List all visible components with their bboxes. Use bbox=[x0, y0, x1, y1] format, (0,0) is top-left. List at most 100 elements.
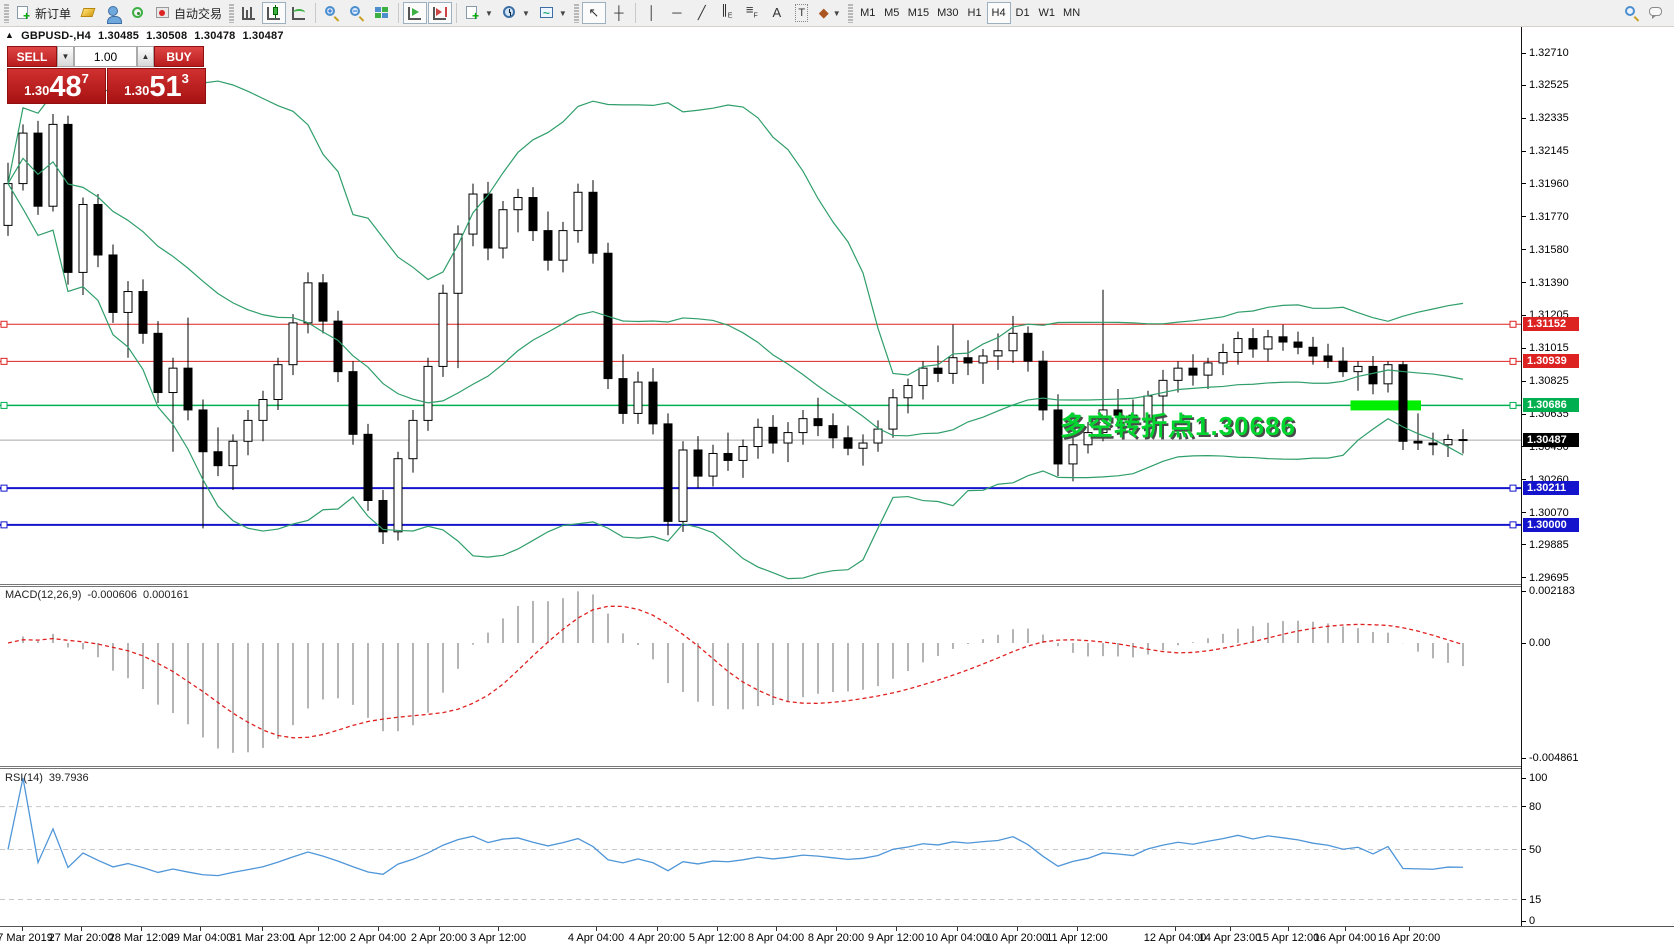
time-label: 28 Mar 12:00 bbox=[108, 932, 174, 944]
horizontal-line-button[interactable]: ─ bbox=[665, 2, 689, 24]
toolbar-grip bbox=[4, 3, 9, 23]
sell-price-big: 48 bbox=[49, 71, 82, 103]
arrows-button[interactable]: ◆ ▼ bbox=[818, 5, 841, 20]
pivot-annotation-text: 多空转折点1.30686 bbox=[1060, 411, 1296, 441]
timeframe-button-h4[interactable]: H4 bbox=[986, 2, 1011, 24]
time-label: 4 Apr 20:00 bbox=[628, 932, 686, 944]
price-axis[interactable]: 1.32710 1.32525 1.32335 1.32145 1.31960 1.317… bbox=[1521, 27, 1674, 927]
rsi-axis-label: 15 bbox=[1522, 894, 1541, 906]
rsi-pane[interactable] bbox=[0, 769, 1521, 924]
symbol-info-bar: ▲ GBPUSD-,H4 1.30485 1.30508 1.30478 1.3… bbox=[5, 30, 284, 42]
fibonacci-button[interactable]: ≡F bbox=[740, 2, 764, 24]
time-tick bbox=[957, 927, 958, 931]
new-order-button[interactable]: + 新订单 bbox=[12, 2, 75, 24]
bar-chart-icon bbox=[241, 5, 257, 21]
chat-icon[interactable] bbox=[1648, 5, 1664, 21]
sell-button[interactable]: SELL bbox=[7, 46, 57, 67]
new-order-icon: + bbox=[16, 5, 32, 22]
timeframe-button-w1[interactable]: W1 bbox=[1038, 7, 1056, 19]
text-label-button[interactable]: T bbox=[790, 2, 814, 24]
symbol-period-label: GBPUSD-,H4 bbox=[21, 30, 91, 42]
price-badge: 1.30939 bbox=[1523, 354, 1579, 369]
time-tick bbox=[1345, 927, 1346, 931]
sell-price-button[interactable]: 1.30 48 7 bbox=[7, 68, 106, 104]
indicators-button[interactable]: + ▼ bbox=[461, 2, 497, 24]
price-tick: 1.31580 bbox=[1522, 244, 1569, 256]
toolbar: + 新订单 自动交易 + − +▼ ▼ ▼ ↖ ┼ │ ─ ╱ ∥E ≡F A … bbox=[0, 0, 1674, 27]
autotrading-icon bbox=[155, 5, 171, 21]
news-button[interactable] bbox=[126, 2, 150, 24]
chart-window[interactable]: ▲ GBPUSD-,H4 1.30485 1.30508 1.30478 1.3… bbox=[0, 27, 1674, 948]
price-tick: 1.31390 bbox=[1522, 277, 1569, 289]
time-tick bbox=[1077, 927, 1078, 931]
bar-chart-button[interactable] bbox=[237, 2, 261, 24]
rsi-label: RSI(14) 39.7936 bbox=[5, 772, 89, 784]
line-chart-button[interactable] bbox=[287, 2, 311, 24]
time-tick bbox=[22, 927, 23, 931]
collapse-panel-icon[interactable]: ▲ bbox=[5, 30, 15, 40]
chart-shift-button[interactable] bbox=[428, 2, 453, 24]
indicators-icon: + bbox=[465, 5, 481, 22]
vertical-line-button[interactable]: │ bbox=[640, 2, 664, 24]
timeframe-button-m30[interactable]: M30 bbox=[937, 7, 959, 19]
time-label: 2 Apr 20:00 bbox=[410, 932, 468, 944]
pane-divider[interactable] bbox=[0, 584, 1521, 587]
tile-windows-button[interactable] bbox=[370, 2, 394, 24]
periods-button[interactable]: ▼ bbox=[498, 2, 534, 24]
arrows-icon: ◆ bbox=[818, 5, 829, 20]
community-button[interactable] bbox=[101, 2, 125, 24]
timeframe-button-h1[interactable]: H1 bbox=[967, 7, 982, 19]
toolbar-grip bbox=[573, 3, 579, 23]
price-tick: 1.32710 bbox=[1522, 47, 1569, 59]
ohlc-low: 1.30478 bbox=[194, 30, 236, 42]
zoom-out-button[interactable]: − bbox=[345, 2, 369, 24]
cursor-button[interactable]: ↖ bbox=[581, 2, 606, 24]
price-tick: 1.32145 bbox=[1522, 145, 1569, 157]
autotrading-label: 自动交易 bbox=[174, 6, 223, 21]
channel-button[interactable]: ∥E bbox=[715, 2, 739, 24]
trendline-button[interactable]: ╱ bbox=[690, 2, 714, 24]
buy-button[interactable]: BUY bbox=[154, 46, 204, 67]
pane-divider[interactable] bbox=[0, 766, 1521, 769]
rsi-axis-label: 50 bbox=[1522, 844, 1541, 856]
timeframe-button-m1[interactable]: M1 bbox=[860, 7, 876, 19]
zoom-in-button[interactable]: + bbox=[320, 2, 344, 24]
macd-label: MACD(12,26,9) -0.000606 0.000161 bbox=[5, 589, 189, 601]
price-tick: 1.31770 bbox=[1522, 211, 1569, 223]
vertical-line-icon: │ bbox=[647, 5, 656, 20]
templates-button[interactable]: ▼ bbox=[535, 2, 571, 24]
buy-price-button[interactable]: 1.30 51 3 bbox=[107, 68, 206, 104]
time-tick bbox=[1017, 927, 1018, 931]
text-icon: A bbox=[772, 5, 782, 20]
time-tick bbox=[262, 927, 263, 931]
ohlc-close: 1.30487 bbox=[242, 30, 284, 42]
time-label: 31 Mar 23:00 bbox=[229, 932, 295, 944]
timeframe-button-m5[interactable]: M5 bbox=[884, 7, 900, 19]
volume-decrease-button[interactable]: ▼ bbox=[57, 46, 74, 67]
candlestick-chart-button[interactable] bbox=[262, 2, 287, 24]
trendline-icon: ╱ bbox=[697, 5, 706, 20]
volume-input[interactable]: 1.00 bbox=[74, 46, 137, 67]
auto-scroll-button[interactable] bbox=[403, 2, 428, 24]
crosshair-button[interactable]: ┼ bbox=[607, 2, 631, 24]
search-icon[interactable] bbox=[1624, 5, 1640, 21]
rsi-axis-label: 100 bbox=[1522, 772, 1547, 784]
fibonacci-icon: ≡F bbox=[745, 1, 758, 20]
rsi-axis-label: 0 bbox=[1522, 915, 1535, 927]
timeframe-button-d1[interactable]: D1 bbox=[1015, 7, 1030, 19]
timeframe-button-m15[interactable]: M15 bbox=[907, 7, 930, 19]
price-tick: 1.30825 bbox=[1522, 375, 1569, 387]
timeframe-button-mn[interactable]: MN bbox=[1063, 7, 1081, 19]
macd-pane[interactable] bbox=[0, 587, 1521, 766]
sell-price-sup: 7 bbox=[81, 71, 89, 86]
styles-button[interactable] bbox=[76, 2, 100, 24]
time-label: 8 Apr 04:00 bbox=[747, 932, 805, 944]
price-tick: 1.32525 bbox=[1522, 79, 1569, 91]
time-label: 27 Mar 20:00 bbox=[48, 932, 114, 944]
main-price-pane[interactable] bbox=[0, 27, 1521, 584]
ohlc-high: 1.30508 bbox=[146, 30, 188, 42]
autotrading-button[interactable]: 自动交易 bbox=[151, 2, 226, 24]
volume-increase-button[interactable]: ▲ bbox=[137, 46, 154, 67]
text-button[interactable]: A bbox=[765, 2, 789, 24]
